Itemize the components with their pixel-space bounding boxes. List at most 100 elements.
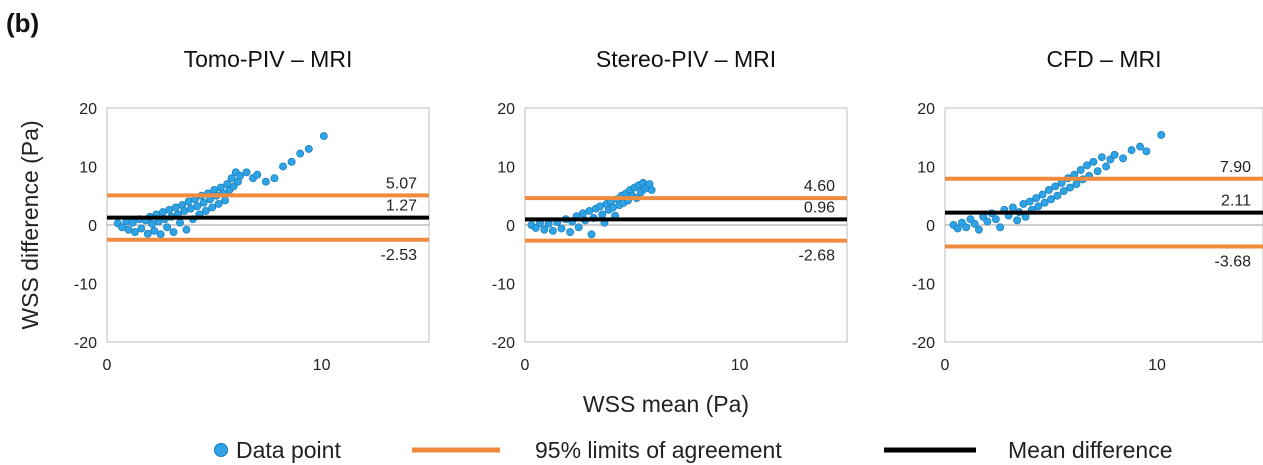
chart-title: Stereo-PIV – MRI xyxy=(596,46,776,72)
legend-marker-data-point xyxy=(214,443,228,457)
y-tick-label: 10 xyxy=(79,160,97,177)
upper-value-label: 7.90 xyxy=(1220,159,1251,176)
data-point xyxy=(1076,166,1085,174)
upper-value-label: 4.60 xyxy=(804,178,835,195)
data-point xyxy=(199,198,208,207)
data-point xyxy=(261,177,270,186)
data-point xyxy=(221,196,230,205)
data-point xyxy=(208,203,217,212)
chart-panels: Tomo-PIV – MRI 20 10 0 -10 -20 0 10 5.07 1.27 -2.5… xyxy=(74,46,1263,374)
data-point xyxy=(1142,147,1151,156)
y-tick-label: 0 xyxy=(926,218,935,235)
data-point xyxy=(242,168,251,177)
data-point xyxy=(1044,185,1053,194)
data-point xyxy=(214,199,223,208)
y-tick-label: 10 xyxy=(497,160,515,177)
data-point xyxy=(983,217,992,226)
data-point xyxy=(1083,161,1091,170)
y-tick-label: -10 xyxy=(912,277,935,294)
data-point xyxy=(1127,146,1136,155)
data-point xyxy=(287,157,296,166)
data-point xyxy=(1053,191,1062,200)
data-point xyxy=(574,223,583,232)
y-tick-label: 0 xyxy=(506,218,515,235)
data-point xyxy=(647,185,656,194)
data-point xyxy=(1008,203,1017,212)
data-point xyxy=(974,225,983,234)
data-point xyxy=(598,210,607,219)
data-point xyxy=(236,171,245,180)
data-point xyxy=(1097,153,1106,162)
data-point xyxy=(962,223,971,232)
legend-label-limits-of-agreement: 95% limits of agreement xyxy=(535,437,782,463)
chart-panel-3: CFD – MRI 20 10 0 -10 -20 0 10 7.90 2.11 -3.68 xyxy=(912,46,1263,374)
y-tick-label: 20 xyxy=(917,101,935,118)
data-point xyxy=(1025,197,1034,206)
x-tick-label: 0 xyxy=(941,357,950,374)
data-point xyxy=(319,132,328,141)
data-point xyxy=(1102,162,1111,171)
data-point xyxy=(1066,183,1075,192)
data-point xyxy=(182,225,191,234)
chart-panel-2: Stereo-PIV – MRI 20 10 0 -10 -20 0 10 4.60 0.96 -2… xyxy=(492,46,848,374)
y-axis-label: WSS difference (Pa) xyxy=(17,120,43,329)
panel-label: (b) xyxy=(6,8,39,38)
legend: Data point 95% limits of agreement Mean … xyxy=(214,437,1173,463)
data-point xyxy=(201,207,210,215)
data-point xyxy=(996,223,1005,232)
data-point xyxy=(1119,154,1128,163)
lower-value-label: -2.53 xyxy=(381,247,418,264)
data-point xyxy=(540,225,549,234)
data-point xyxy=(1093,167,1102,176)
data-point xyxy=(296,149,305,158)
y-tick-label: -20 xyxy=(912,335,935,352)
data-point xyxy=(137,224,146,233)
data-point xyxy=(130,228,139,236)
data-point xyxy=(587,230,596,239)
y-tick-label: -10 xyxy=(74,277,97,294)
data-point xyxy=(970,219,979,228)
x-axis-label: WSS mean (Pa) xyxy=(583,391,749,417)
data-point xyxy=(150,226,159,235)
mean-value-label: 0.96 xyxy=(804,199,835,216)
data-point xyxy=(227,174,236,183)
data-point xyxy=(304,144,313,153)
data-point xyxy=(253,170,262,179)
data-point xyxy=(1047,195,1055,204)
data-point xyxy=(1038,190,1047,199)
y-tick-label: 20 xyxy=(79,101,97,118)
x-tick-label: 10 xyxy=(1148,357,1166,374)
x-tick-label: 10 xyxy=(313,357,331,374)
data-point xyxy=(176,218,184,227)
chart-title: Tomo-PIV – MRI xyxy=(184,46,353,72)
data-point xyxy=(143,229,152,238)
data-point xyxy=(557,224,566,233)
data-point xyxy=(548,226,557,235)
y-tick-label: -20 xyxy=(492,335,515,352)
data-point xyxy=(1040,198,1049,207)
y-tick-label: -20 xyxy=(74,335,97,352)
data-point xyxy=(1072,180,1081,188)
data-point xyxy=(156,230,165,239)
data-point xyxy=(1051,182,1060,191)
lower-value-label: -3.68 xyxy=(1215,254,1252,271)
legend-label-data-point: Data point xyxy=(236,437,341,463)
data-point xyxy=(279,162,287,171)
data-point xyxy=(1136,142,1144,151)
data-point xyxy=(193,202,202,211)
data-point xyxy=(1059,187,1068,196)
data-point xyxy=(991,215,1000,224)
data-point xyxy=(953,224,962,233)
data-point xyxy=(1157,130,1166,139)
data-point xyxy=(1089,157,1098,166)
chart-panel-1: Tomo-PIV – MRI 20 10 0 -10 -20 0 10 5.07 1.27 -2.5… xyxy=(74,46,430,374)
y-tick-label: 20 xyxy=(497,101,515,118)
data-point xyxy=(169,228,178,236)
upper-value-label: 5.07 xyxy=(386,175,417,192)
chart-title: CFD – MRI xyxy=(1047,46,1162,72)
data-point xyxy=(1110,150,1119,159)
data-point xyxy=(1013,216,1022,225)
x-tick-label: 10 xyxy=(731,357,749,374)
x-tick-label: 0 xyxy=(521,357,530,374)
